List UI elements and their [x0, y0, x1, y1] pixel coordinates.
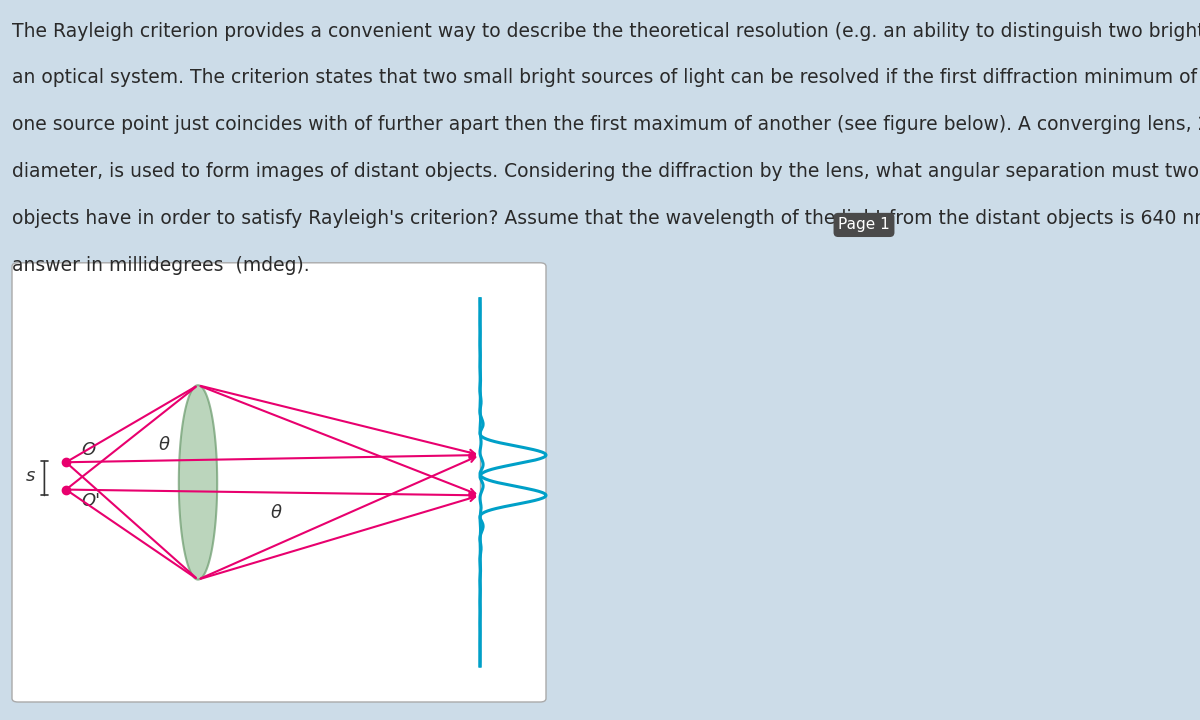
Text: $\theta$: $\theta$ — [158, 436, 170, 454]
Text: diameter, is used to form images of distant objects. Considering the diffraction: diameter, is used to form images of dist… — [12, 162, 1200, 181]
Text: Page 1: Page 1 — [838, 217, 890, 233]
Text: O: O — [82, 441, 96, 459]
Text: O': O' — [82, 492, 101, 510]
Text: $\theta$: $\theta$ — [270, 504, 282, 521]
Text: an optical system. The criterion states that two small bright sources of light c: an optical system. The criterion states … — [12, 68, 1200, 87]
Text: objects have in order to satisfy Rayleigh's criterion? Assume that the wavelengt: objects have in order to satisfy Rayleig… — [12, 209, 1200, 228]
Text: s: s — [25, 467, 35, 485]
Text: answer in millidegrees  (mdeg).: answer in millidegrees (mdeg). — [12, 256, 310, 274]
Text: The Rayleigh criterion provides a convenient way to describe the theoretical res: The Rayleigh criterion provides a conven… — [12, 22, 1200, 40]
Polygon shape — [179, 385, 217, 580]
Text: one source point just coincides with of further apart then the first maximum of : one source point just coincides with of … — [12, 115, 1200, 134]
FancyBboxPatch shape — [12, 263, 546, 702]
